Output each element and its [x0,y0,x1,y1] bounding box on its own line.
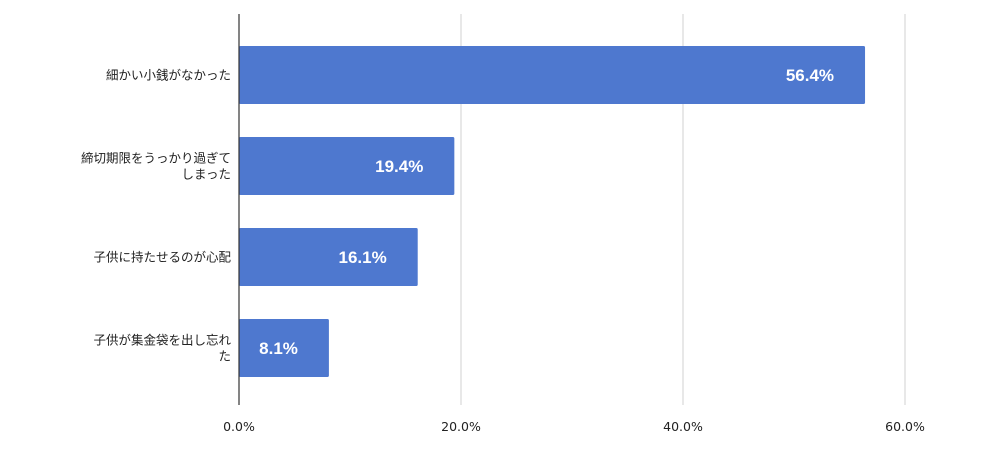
x-tick-label-1: 20.0% [441,419,481,434]
bar-1 [239,137,455,195]
data-label-1: 19.4% [375,157,423,176]
category-label-3: 子供が集金袋を出し忘れた [93,333,231,364]
bar-2 [239,228,418,286]
x-tick-label-2: 40.0% [663,419,703,434]
bars [239,46,866,377]
category-label-1: 締切期限をうっかり過ぎてしまった [81,151,231,182]
category-label-0: 細かい小銭がなかった [106,68,231,83]
category-label-2: 子供に持たせるのが心配 [93,250,231,265]
data-label-0: 56.4% [786,66,834,85]
x-tick-label-3: 60.0% [885,419,925,434]
bar-3 [239,319,329,377]
bar-0 [239,46,866,104]
x-tick-label-0: 0.0% [223,419,255,434]
data-label-2: 16.1% [339,248,387,267]
data-label-3: 8.1% [259,339,298,358]
labels: 56.4% 19.4% 16.1% 8.1% 細かい小銭がなかった締切期限をうっかり過ぎ… [81,66,925,434]
